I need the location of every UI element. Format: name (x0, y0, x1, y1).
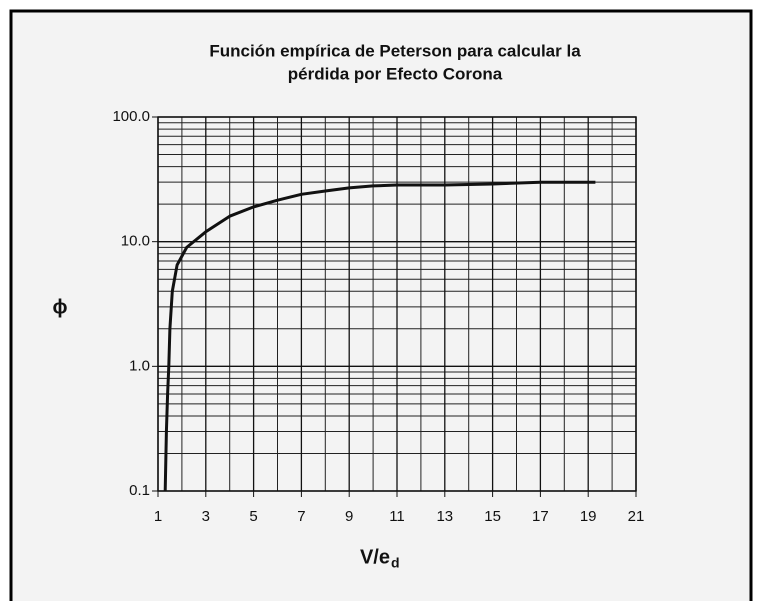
y-tick-label: 10.0 (121, 233, 150, 250)
x-axis-label: V/e (360, 546, 390, 568)
y-tick-label: 0.1 (129, 482, 150, 499)
x-tick-label: 11 (389, 508, 405, 525)
x-tick-label: 13 (436, 508, 453, 525)
x-tick-label: 9 (345, 508, 353, 525)
frame (9, 9, 753, 601)
y-tick-label: 1.0 (129, 357, 150, 374)
x-tick-label: 15 (484, 508, 501, 525)
x-tick-label: 1 (154, 508, 162, 525)
chart-title: Función empírica de Peterson para calcul… (209, 41, 581, 60)
y-axis-label: ϕ (53, 296, 68, 318)
data-line (163, 180, 596, 492)
x-tick-label: 5 (249, 508, 257, 525)
y-tick-label: 100.0 (112, 108, 150, 125)
x-tick-label: 3 (202, 508, 210, 525)
x-tick-label: 17 (532, 508, 549, 525)
chart-title: pérdida por Efecto Corona (288, 64, 503, 83)
x-tick-label: 7 (297, 508, 305, 525)
x-axis-label-subscript: d (391, 555, 400, 571)
x-tick-label: 21 (628, 508, 645, 525)
plot-border (157, 116, 637, 492)
x-tick-label: 19 (580, 508, 597, 525)
